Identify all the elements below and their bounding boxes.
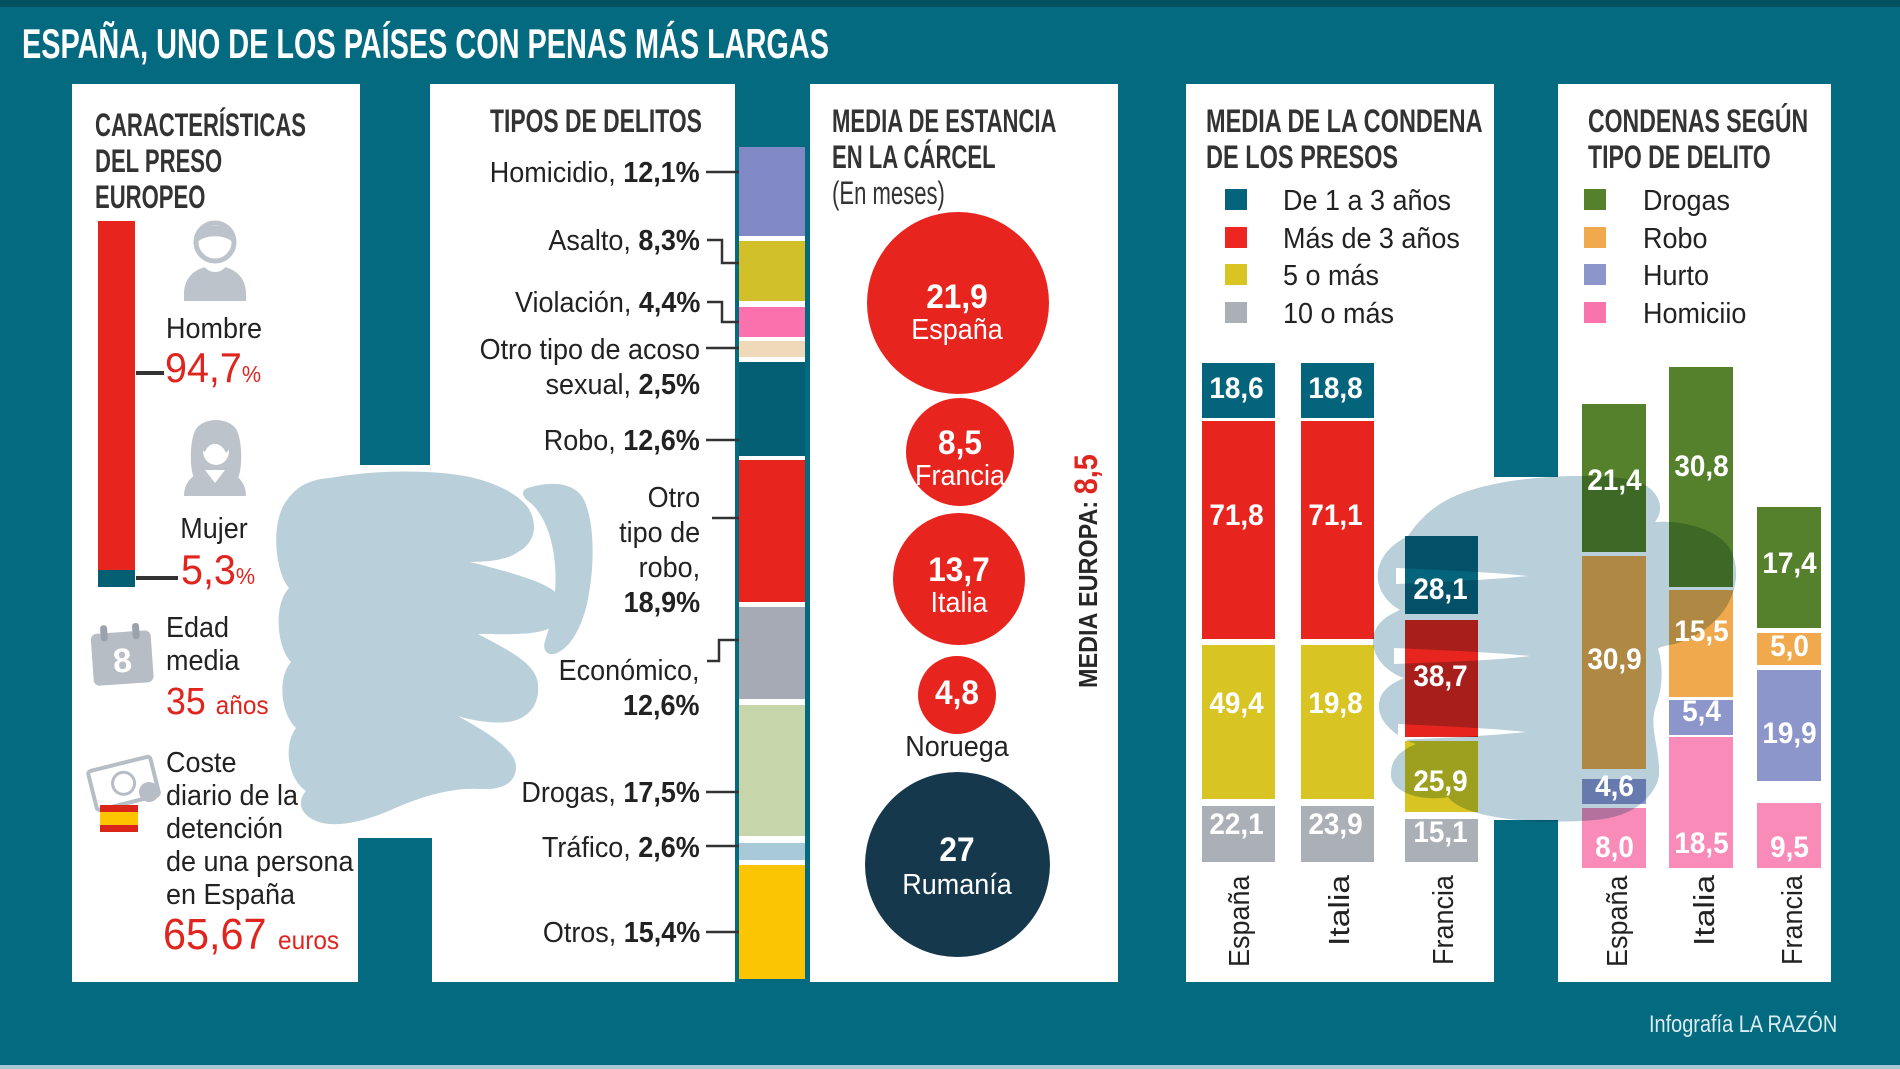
svg-text:8: 8 [112,641,134,680]
